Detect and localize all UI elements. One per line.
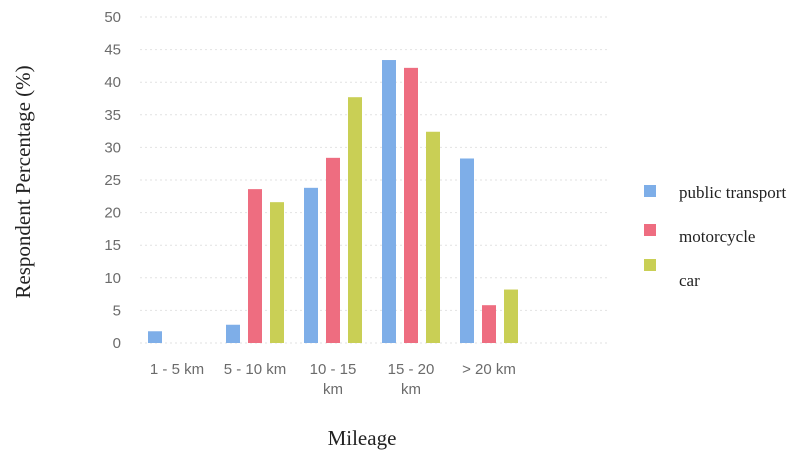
legend-label-car: car bbox=[679, 271, 700, 290]
x-tick-label-line: 1 - 5 km bbox=[150, 361, 204, 378]
y-tick-label: 5 bbox=[113, 302, 121, 319]
legend-marker-car bbox=[644, 259, 656, 271]
y-tick-label: 30 bbox=[104, 139, 121, 156]
legend-marker-motorcycle bbox=[644, 224, 656, 236]
bar-motorcycle-1 bbox=[248, 189, 262, 343]
x-tick-label: > 20 km bbox=[462, 361, 516, 378]
bar-motorcycle-3 bbox=[404, 67, 418, 343]
legend-label-public-transport: public transport bbox=[679, 183, 786, 202]
bar-car-2 bbox=[348, 97, 362, 343]
bar-car-1 bbox=[270, 202, 284, 343]
y-tick-label: 50 bbox=[104, 9, 121, 26]
x-tick-label-line: km bbox=[401, 381, 421, 398]
bar-motorcycle-2 bbox=[326, 157, 340, 343]
bar-public-transport-4 bbox=[460, 158, 474, 343]
x-tick-label-line: > 20 km bbox=[462, 361, 516, 378]
x-tick-label: 1 - 5 km bbox=[150, 361, 204, 378]
y-tick-label: 20 bbox=[104, 205, 121, 222]
y-axis-title: Respondent Percentage (%) bbox=[11, 65, 35, 298]
y-tick-label: 35 bbox=[104, 107, 121, 124]
bar-public-transport-0 bbox=[148, 331, 162, 343]
y-tick-label: 0 bbox=[113, 335, 121, 352]
y-tick-label: 45 bbox=[104, 42, 121, 59]
x-tick-label-line: 5 - 10 km bbox=[224, 361, 287, 378]
x-axis-title: Mileage bbox=[328, 426, 397, 450]
x-axis-ticks: 1 - 5 km 5 - 10 km 10 - 15 km 15 - 20 km > 20 … bbox=[150, 361, 516, 398]
y-tick-label: 40 bbox=[104, 74, 121, 91]
x-tick-label: 5 - 10 km bbox=[224, 361, 287, 378]
y-axis-ticks: 0 5 10 15 20 25 30 35 40 45 50 bbox=[104, 9, 121, 352]
y-tick-label: 15 bbox=[104, 237, 121, 254]
x-tick-label-line: 15 - 20 bbox=[388, 361, 435, 378]
legend-marker-public-transport bbox=[644, 185, 656, 197]
bars bbox=[148, 60, 518, 343]
y-tick-label: 10 bbox=[104, 270, 121, 287]
x-tick-label: 10 - 15 km bbox=[310, 361, 357, 398]
y-tick-label: 25 bbox=[104, 172, 121, 189]
bar-public-transport-1 bbox=[226, 324, 240, 343]
x-tick-label-line: km bbox=[323, 381, 343, 398]
bar-motorcycle-4 bbox=[482, 305, 496, 343]
bar-car-3 bbox=[426, 131, 440, 343]
bar-car-4 bbox=[504, 289, 518, 343]
gridlines bbox=[140, 16, 608, 344]
bar-public-transport-3 bbox=[382, 60, 396, 343]
x-tick-label-line: 10 - 15 bbox=[310, 361, 357, 378]
bar-public-transport-2 bbox=[304, 187, 318, 343]
x-tick-label: 15 - 20 km bbox=[388, 361, 435, 398]
legend-label-motorcycle: motorcycle bbox=[679, 227, 755, 246]
legend: public transport motorcycle car bbox=[644, 183, 786, 290]
